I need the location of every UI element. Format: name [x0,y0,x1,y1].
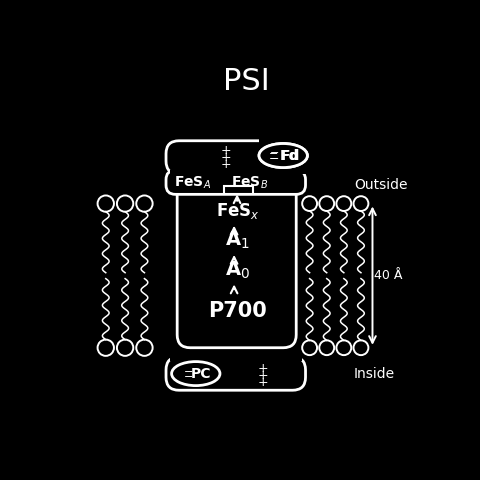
Circle shape [302,196,317,211]
Circle shape [117,195,133,212]
Text: Inside: Inside [354,367,395,381]
Text: −: − [184,372,193,382]
Circle shape [319,340,334,355]
Ellipse shape [172,361,220,385]
Circle shape [336,340,351,355]
FancyBboxPatch shape [170,170,302,176]
Text: +: + [221,144,231,157]
FancyBboxPatch shape [166,357,305,390]
Text: FeS$_A$: FeS$_A$ [174,174,211,191]
Circle shape [336,196,351,211]
Circle shape [353,340,368,355]
Text: FeS$_x$: FeS$_x$ [216,201,260,221]
Text: Fd: Fd [281,148,300,163]
Circle shape [353,196,368,211]
Circle shape [136,340,153,356]
FancyBboxPatch shape [177,178,296,348]
FancyBboxPatch shape [166,141,305,174]
Text: −: − [184,367,193,377]
Ellipse shape [259,144,307,168]
Bar [224,186,253,194]
Text: −: − [269,149,278,159]
Text: +: + [221,151,231,164]
Text: A$_0$: A$_0$ [225,260,251,281]
FancyBboxPatch shape [259,139,307,174]
Text: A$_1$: A$_1$ [226,230,250,251]
Circle shape [302,340,317,355]
Text: FeS$_B$: FeS$_B$ [231,174,268,191]
FancyBboxPatch shape [170,355,302,360]
Text: −: − [270,148,280,158]
Circle shape [97,340,114,356]
Circle shape [117,340,133,356]
FancyBboxPatch shape [166,170,305,194]
Text: −: − [269,154,278,164]
Circle shape [136,195,153,212]
Text: PSI: PSI [223,67,269,96]
Text: +: + [257,376,268,389]
Text: +: + [221,157,231,170]
Text: P700: P700 [208,301,267,321]
Circle shape [97,195,114,212]
Text: 40 Å: 40 Å [374,269,403,282]
Circle shape [319,196,334,211]
Text: +: + [257,362,268,375]
Text: +: + [257,369,268,382]
Text: Outside: Outside [354,178,408,192]
Text: PC: PC [191,367,212,381]
Text: −: − [270,154,280,164]
Ellipse shape [259,144,307,168]
Text: Fd: Fd [280,148,300,163]
